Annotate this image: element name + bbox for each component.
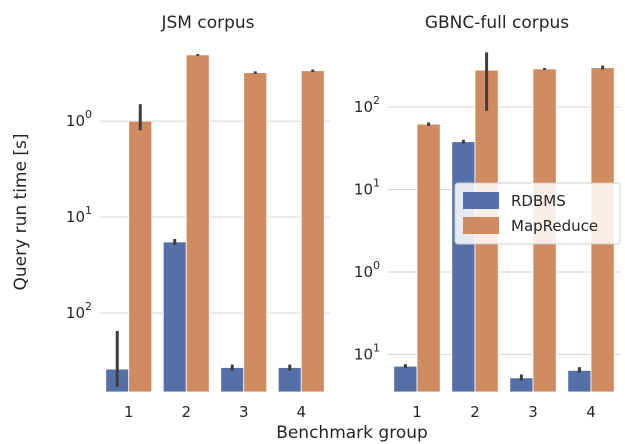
y-tick-label: 100	[66, 108, 92, 130]
chart-title-jsm: JSM corpus	[160, 13, 254, 33]
bar-mapreduce-1	[128, 120, 153, 393]
x-tick-label: 1	[412, 403, 422, 421]
y-tick-label: 101	[354, 176, 380, 198]
panel-jsm: JSM corpus 100 101 102 1 2 3 4	[66, 13, 330, 421]
legend-label-rdbms: RDBMS	[511, 192, 566, 210]
bar-mapreduce-4	[300, 70, 325, 393]
legend-swatch-rdbms	[463, 192, 499, 209]
y-tick-label: 102	[354, 94, 380, 116]
x-tick-label: 2	[470, 403, 480, 421]
bar-mapreduce-1	[416, 123, 441, 393]
x-tick-label: 1	[124, 403, 134, 421]
bar-rdbms-3	[220, 367, 245, 393]
y-tick-label: 100	[354, 259, 380, 281]
bar-rdbms-2	[162, 241, 187, 393]
y-tick-label: 101	[66, 204, 92, 226]
y-tick-label: 102	[66, 300, 92, 322]
bar-mapreduce-3	[243, 72, 268, 393]
x-tick-label: 3	[528, 403, 538, 421]
legend-label-mapreduce: MapReduce	[511, 217, 598, 235]
x-axis-label: Benchmark group	[276, 423, 428, 443]
bar-rdbms-4	[567, 369, 592, 393]
bar-rdbms-2	[451, 141, 476, 393]
bar-rdbms-4	[277, 367, 302, 393]
bar-rdbms-1	[393, 365, 418, 393]
x-tick-label: 4	[586, 403, 596, 421]
y-axis-label: Query run time [s]	[11, 134, 31, 291]
x-tick-label: 3	[239, 403, 249, 421]
legend: RDBMS MapReduce	[454, 182, 621, 245]
chart-title-gbnc: GBNC-full corpus	[425, 13, 569, 33]
legend-swatch-mapreduce	[463, 217, 499, 234]
bar-mapreduce-2	[185, 54, 210, 393]
y-tick-label: 101	[354, 341, 380, 363]
x-tick-label: 2	[181, 403, 191, 421]
x-tick-label: 4	[296, 403, 306, 421]
